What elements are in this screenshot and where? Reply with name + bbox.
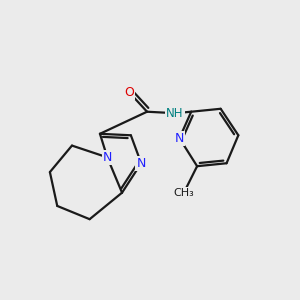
Text: NH: NH xyxy=(166,107,184,120)
Text: O: O xyxy=(124,86,134,99)
Text: N: N xyxy=(175,132,184,145)
Text: CH₃: CH₃ xyxy=(173,188,194,198)
Text: N: N xyxy=(103,151,112,164)
Text: N: N xyxy=(136,157,146,170)
